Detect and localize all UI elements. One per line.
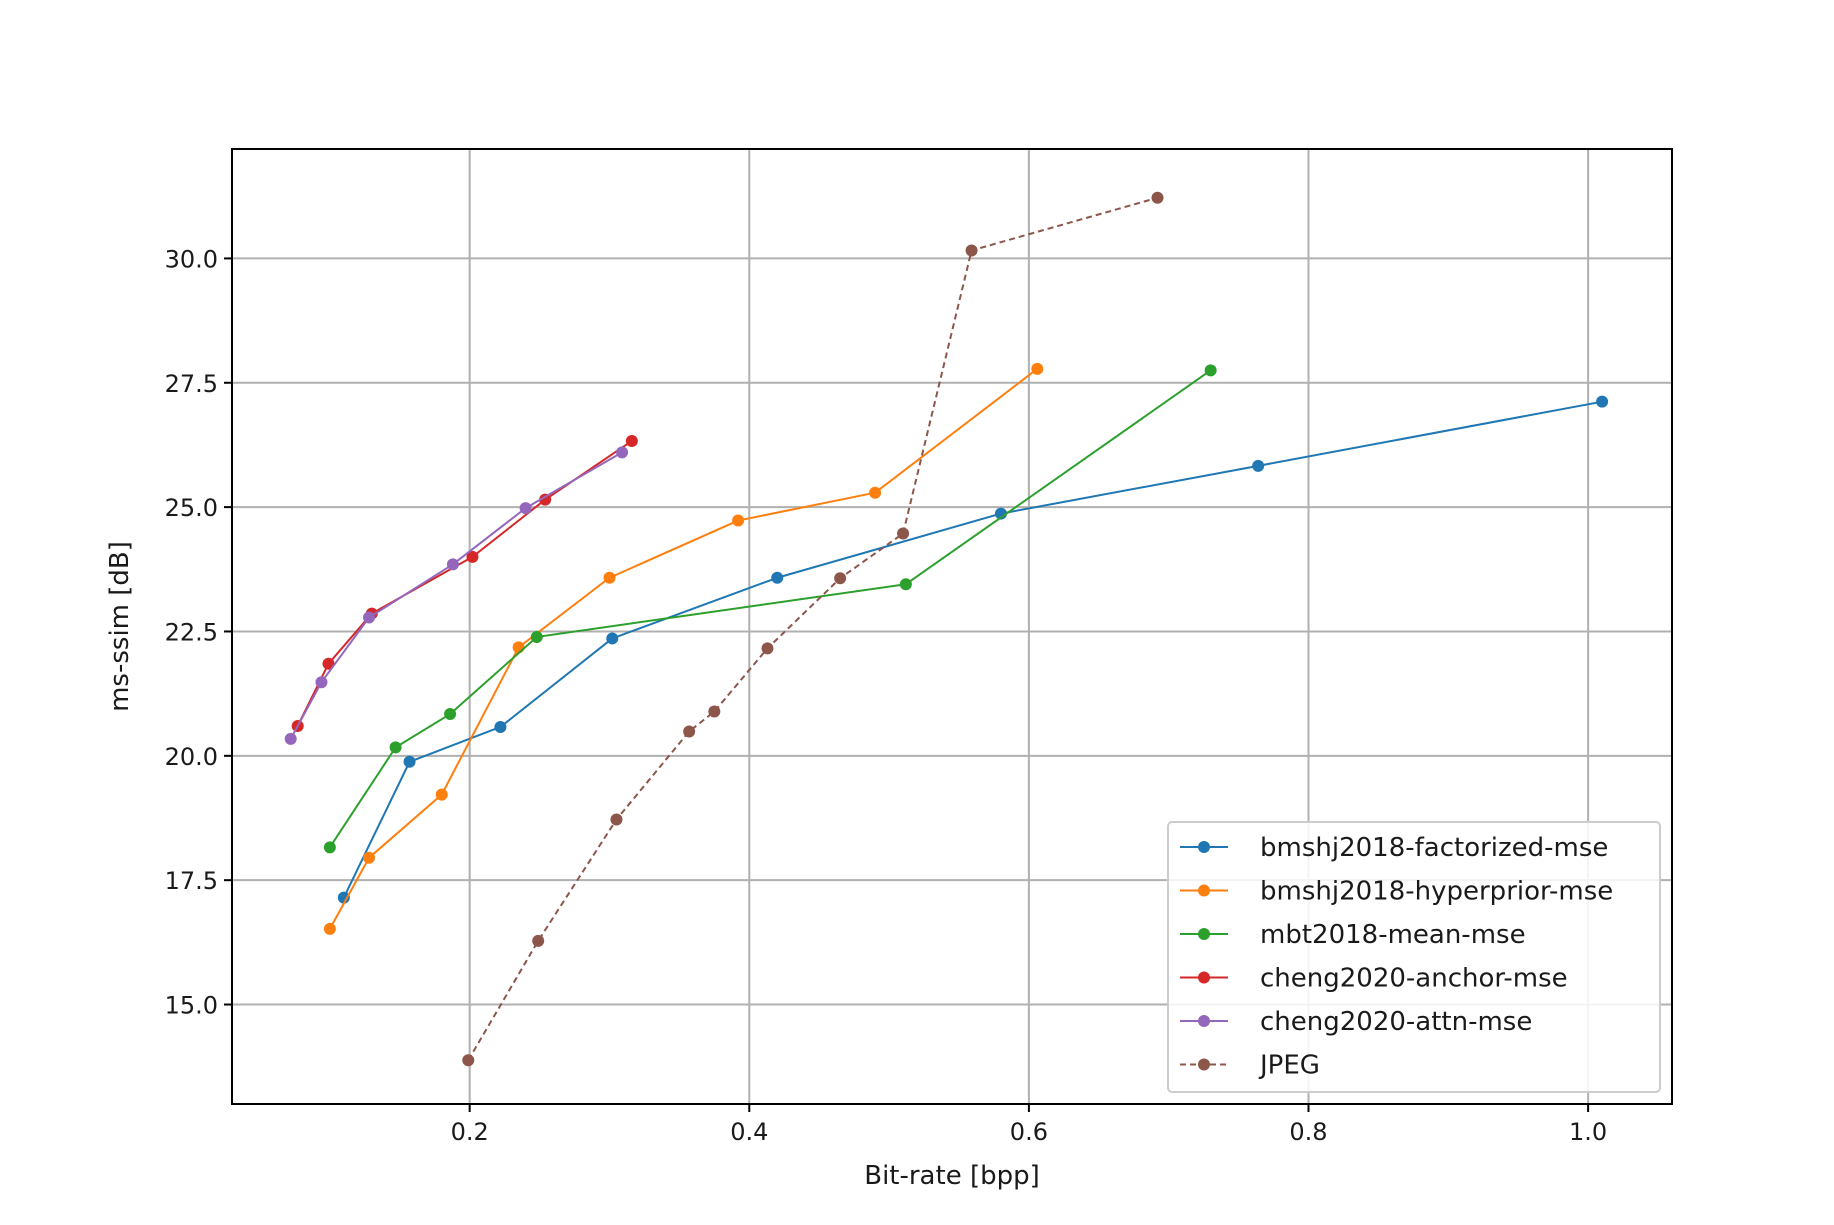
legend-label: bmshj2018-factorized-mse	[1260, 833, 1608, 863]
data-point	[530, 630, 543, 643]
series-line	[329, 369, 1212, 848]
data-point	[1151, 191, 1164, 204]
data-point	[539, 493, 552, 506]
legend-swatch-marker	[1198, 971, 1210, 984]
data-point	[771, 571, 784, 584]
series-bmshj2018-factorized-mse	[337, 395, 1609, 904]
y-tick-label: 27.5	[165, 370, 218, 398]
series-cheng2020-attn-mse	[284, 446, 629, 745]
series-line	[467, 196, 1158, 1061]
y-tick-label: 20.0	[165, 743, 218, 771]
y-tick-label: 22.5	[165, 618, 218, 646]
data-point	[532, 934, 545, 947]
x-axis-label: Bit-rate [bpp]	[864, 1161, 1040, 1191]
data-point	[616, 446, 629, 459]
grid	[232, 149, 1672, 1104]
data-point	[512, 641, 525, 654]
y-tick-label: 17.5	[165, 867, 218, 895]
data-point	[1252, 459, 1265, 472]
data-point	[315, 676, 328, 689]
data-point	[337, 891, 350, 904]
x-axis-ticks: 0.2 0.4 0.6 0.8 1.0	[451, 1104, 1607, 1146]
data-point	[1596, 395, 1609, 408]
data-point	[403, 755, 416, 768]
y-tick-label: 25.0	[165, 494, 218, 522]
data-point	[869, 486, 882, 499]
series-JPEG	[462, 191, 1164, 1067]
data-point	[610, 813, 623, 826]
series-bmshj2018-hyperprior-mse	[323, 362, 1044, 935]
data-point	[683, 725, 696, 738]
legend-label: mbt2018-mean-mse	[1260, 920, 1526, 950]
data-point	[389, 741, 402, 754]
data-point	[494, 720, 507, 733]
x-tick-label: 0.2	[451, 1118, 489, 1146]
y-tick-label: 30.0	[165, 245, 218, 273]
data-point	[603, 571, 616, 584]
legend-swatch-marker	[1198, 884, 1210, 897]
legend-label: cheng2020-attn-mse	[1260, 1007, 1532, 1037]
series-line	[289, 451, 623, 740]
x-tick-label: 0.6	[1010, 1118, 1048, 1146]
legend-box	[1167, 821, 1661, 1093]
data-point	[446, 558, 459, 571]
data-point	[466, 550, 479, 563]
data-point	[363, 851, 376, 864]
data-point	[625, 434, 638, 447]
plot-frame	[231, 148, 1673, 1105]
series-line	[342, 400, 1603, 899]
x-tick-label: 1.0	[1569, 1118, 1607, 1146]
y-axis-ticks: 15.0 17.5 20.0 22.5 25.0 27.5 30.0	[165, 245, 232, 1020]
data-point	[834, 572, 847, 585]
series-mbt2018-mean-mse	[323, 364, 1217, 854]
x-tick-label: 0.4	[730, 1118, 768, 1146]
data-point	[323, 922, 336, 935]
series-line	[328, 368, 1038, 930]
series-line	[296, 440, 633, 727]
legend-label: cheng2020-anchor-mse	[1260, 964, 1568, 994]
legend: bmshj2018-factorized-mse bmshj2018-hyperp…	[1167, 821, 1661, 1093]
data-point	[897, 527, 910, 540]
legend-swatch-marker	[1198, 928, 1210, 940]
data-point	[1031, 362, 1044, 375]
legend-swatch-marker	[1198, 1015, 1210, 1027]
data-point	[519, 502, 532, 515]
legend-label: JPEG	[1258, 1051, 1320, 1081]
legend-swatch-marker	[1198, 1058, 1210, 1071]
plot-series	[284, 191, 1609, 1067]
y-tick-label: 15.0	[165, 992, 218, 1020]
legend-label: bmshj2018-hyperprior-mse	[1260, 877, 1613, 907]
data-point	[323, 841, 336, 854]
data-point	[606, 632, 619, 645]
data-point	[363, 611, 376, 624]
data-point	[435, 788, 448, 801]
data-point	[1204, 364, 1217, 377]
data-point	[462, 1054, 475, 1067]
data-point	[732, 514, 745, 527]
data-point	[761, 642, 774, 655]
x-tick-label: 0.8	[1289, 1118, 1327, 1146]
legend-swatch-marker	[1198, 841, 1210, 853]
data-point	[444, 708, 457, 721]
data-point	[322, 657, 335, 670]
data-point	[284, 732, 297, 745]
data-point	[965, 244, 978, 257]
data-point	[899, 578, 912, 591]
y-axis-label: ms-ssim [dB]	[105, 541, 135, 712]
data-point	[708, 705, 721, 718]
